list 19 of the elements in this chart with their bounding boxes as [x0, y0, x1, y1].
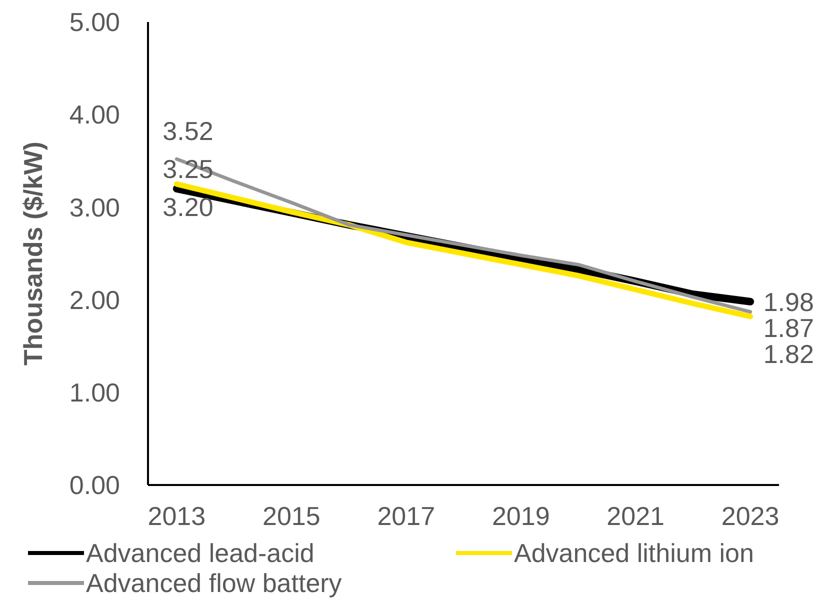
y-tick-label: 3.00: [69, 192, 120, 222]
data-label: 3.20: [162, 192, 214, 222]
data-label: 3.52: [162, 116, 214, 146]
legend-label: Advanced flow battery: [86, 568, 342, 598]
y-tick-label: 0.00: [69, 470, 120, 500]
x-tick-label: 2021: [606, 501, 665, 531]
y-tick-label: 1.00: [69, 378, 120, 408]
x-tick-label: 2017: [377, 501, 436, 531]
y-axis-title: Thousands ($/kW): [18, 142, 48, 366]
x-tick-label: 2019: [492, 501, 550, 531]
y-tick-label: 4.00: [69, 100, 120, 130]
data-label: 3.25: [162, 154, 214, 184]
legend-label: Advanced lead-acid: [86, 538, 314, 568]
x-tick-label: 2023: [721, 501, 780, 531]
x-tick-label: 2013: [148, 501, 206, 531]
legend-label: Advanced lithium ion: [514, 538, 754, 568]
x-tick-label: 2015: [262, 501, 320, 531]
y-tick-label: 5.00: [69, 7, 120, 38]
y-tick-label: 2.00: [69, 284, 120, 315]
